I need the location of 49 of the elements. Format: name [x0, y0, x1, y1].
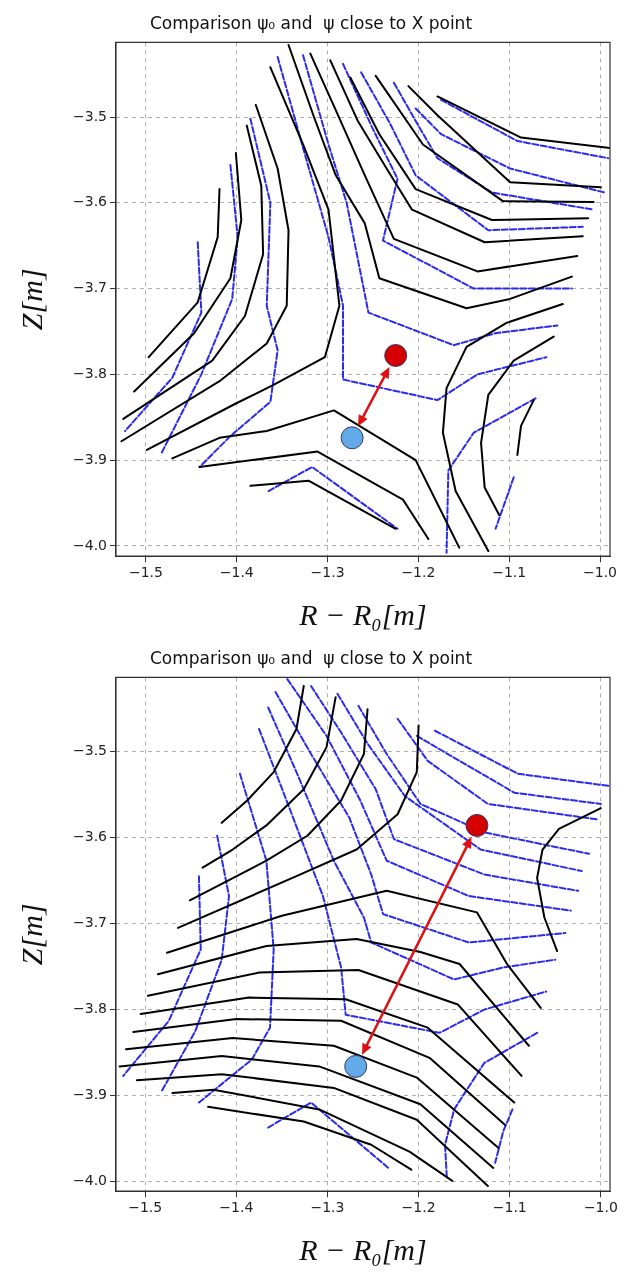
line-series [342, 62, 573, 290]
line-series [445, 397, 537, 554]
line-series [198, 117, 279, 468]
y-tick-label: −3.9 [73, 1086, 107, 1103]
x-tick-label: −1.1 [492, 564, 527, 581]
line-series [396, 717, 599, 821]
line-series [286, 678, 572, 912]
y-tick-label: −3.9 [73, 450, 107, 467]
line-series [124, 241, 203, 432]
y-tick-label: −4.0 [73, 1172, 107, 1189]
x-tick-label: −1.4 [219, 1199, 254, 1216]
x-tick-label: −1.5 [128, 564, 163, 581]
x-tick-label: −1.2 [401, 1199, 436, 1216]
y-tick-label: −3.7 [73, 279, 107, 296]
x-tick-label: −1.5 [128, 1199, 163, 1216]
y-tick-label: −3.6 [73, 193, 108, 210]
line-series [274, 691, 567, 944]
y-tick-label: −3.5 [73, 742, 107, 759]
line-series [360, 71, 584, 232]
x-tick-label: −1.0 [583, 1199, 618, 1216]
x-axis-title: R − R₀[m] [298, 597, 427, 631]
line-series [414, 107, 606, 194]
line-series [197, 772, 275, 1104]
chart-title: Comparison ψ₀ and ψ close to X point [149, 12, 473, 33]
x-tick-label: −1.0 [583, 564, 618, 581]
x-tick-label: −1.3 [310, 1199, 345, 1216]
x-tick-label: −1.3 [310, 564, 345, 581]
y-tick-label: −3.7 [73, 914, 107, 931]
x-axis-title: R − R₀[m] [298, 1232, 427, 1266]
line-series [160, 164, 239, 455]
y-tick-label: −4.0 [73, 536, 107, 553]
line-series [310, 685, 580, 892]
line-series [258, 728, 548, 1034]
y-axis-title: Z[m] [14, 903, 48, 966]
line-series [392, 81, 595, 211]
x-tick-label: −1.4 [219, 564, 254, 581]
chart-title: Comparison ψ₀ and ψ close to X point [149, 647, 473, 668]
x-tick-label: −1.1 [492, 1199, 527, 1216]
y-tick-label: −3.8 [73, 1000, 107, 1017]
line-series [302, 54, 559, 347]
y-axis-title: Z[m] [14, 268, 48, 331]
line-series [276, 55, 548, 402]
y-tick-label: −3.5 [73, 107, 107, 124]
y-tick-label: −3.6 [73, 828, 108, 845]
x-tick-label: −1.2 [401, 564, 436, 581]
line-series [122, 875, 202, 1077]
line-series [267, 706, 557, 981]
y-tick-label: −3.8 [73, 364, 107, 381]
line-series [160, 834, 231, 1093]
